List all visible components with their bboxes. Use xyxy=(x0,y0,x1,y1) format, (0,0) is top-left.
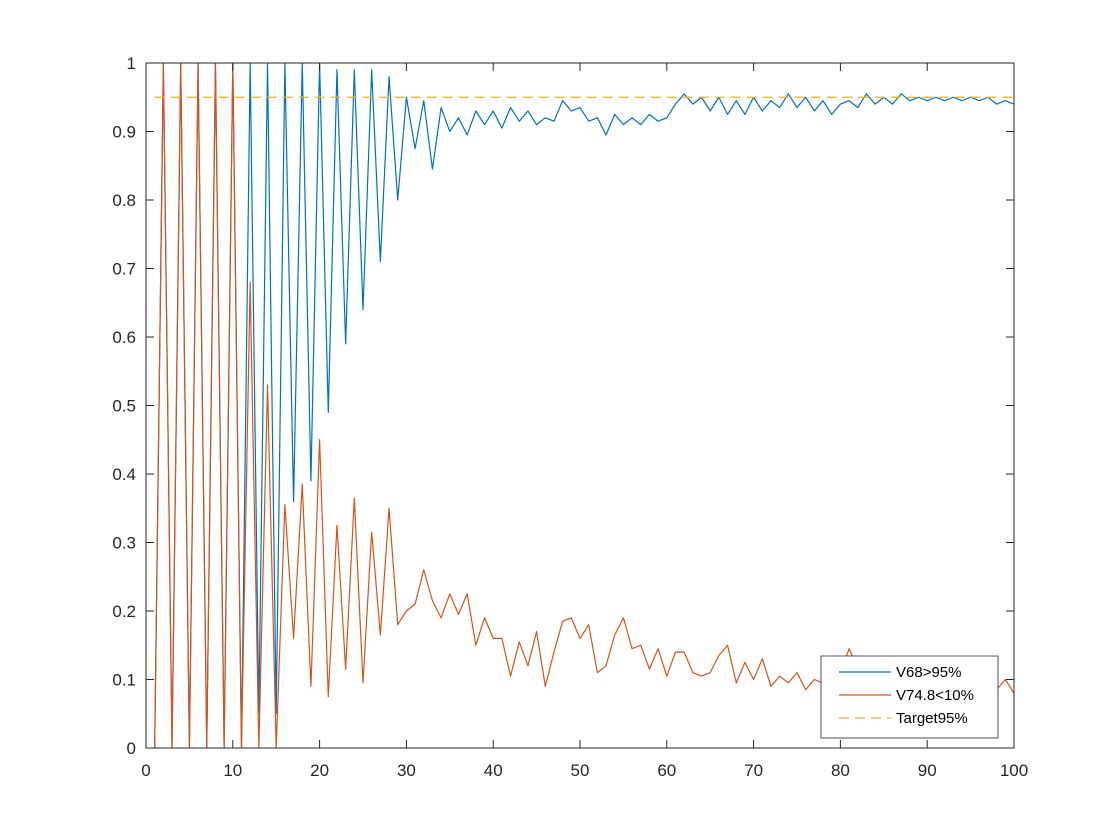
series-line-1 xyxy=(154,63,1014,748)
legend-label-1: V68>95% xyxy=(896,664,961,681)
y-tick-label: 0.8 xyxy=(112,191,136,210)
legend-label-2: V74.8<10% xyxy=(896,687,974,704)
y-tick-label: 0.4 xyxy=(112,465,136,484)
y-tick-label: 0 xyxy=(127,739,136,758)
legend-box xyxy=(820,655,999,739)
x-tick-label: 100 xyxy=(1000,761,1028,780)
x-tick-label: 30 xyxy=(397,761,416,780)
x-tick-label: 50 xyxy=(571,761,590,780)
y-tick-label: 0.5 xyxy=(112,397,136,416)
y-tick-label: 0.2 xyxy=(112,602,136,621)
x-tick-label: 40 xyxy=(484,761,503,780)
y-tick-label: 0.3 xyxy=(112,534,136,553)
x-tick-label: 70 xyxy=(744,761,763,780)
legend: V68>95% V74.8<10% Target95% xyxy=(820,655,999,739)
y-tick-label: 0.7 xyxy=(112,260,136,279)
x-tick-label: 10 xyxy=(223,761,242,780)
x-tick-label: 80 xyxy=(831,761,850,780)
y-tick-label: 0.9 xyxy=(112,123,136,142)
plot-area xyxy=(146,63,1014,748)
axes-layer: 0 10 20 30 40 50 60 70 80 90 100 0 0.1 0.2 0.3 0.4 0.5 0.… xyxy=(112,54,1028,780)
x-tick-label: 90 xyxy=(918,761,937,780)
y-tick-label: 0.6 xyxy=(112,328,136,347)
y-tick-label: 0.1 xyxy=(112,671,136,690)
x-tick-label: 0 xyxy=(141,761,150,780)
x-tick-label: 60 xyxy=(657,761,676,780)
legend-label-3: Target95% xyxy=(896,710,968,727)
x-tick-label: 20 xyxy=(310,761,329,780)
y-tick-label: 1 xyxy=(127,54,136,73)
